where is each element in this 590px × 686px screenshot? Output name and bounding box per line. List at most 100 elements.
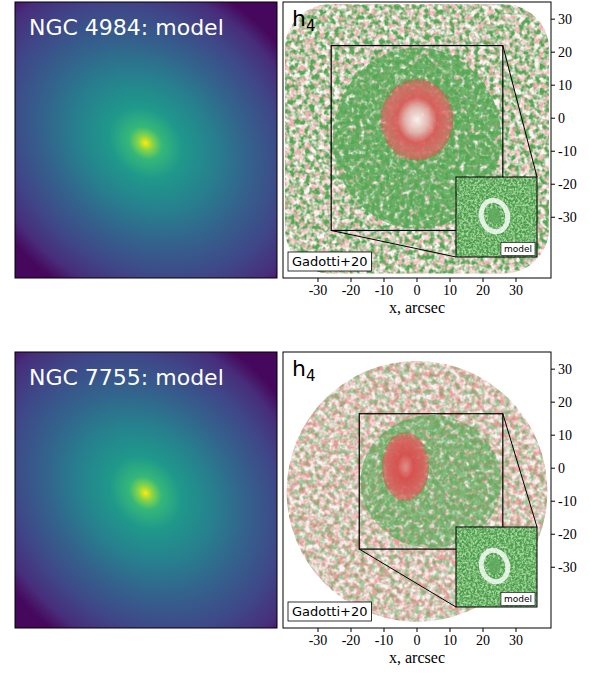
x-tick-label: -10: [375, 283, 394, 298]
x-tick: [450, 628, 451, 632]
y-tick-label: 0: [558, 461, 565, 476]
y-tick-label: 20: [558, 395, 572, 410]
y-tick: [551, 19, 555, 20]
inset: [456, 177, 537, 257]
y-tick: [551, 52, 555, 53]
x-tick: [317, 628, 318, 632]
y-tick: [551, 217, 555, 218]
x-tick: [483, 628, 484, 632]
model-image: [15, 2, 277, 278]
map-field: [283, 352, 551, 628]
x-tick-label: 0: [414, 633, 421, 648]
zoom-connector: [359, 549, 456, 607]
title-subscript: 4: [306, 367, 316, 385]
y-tick: [551, 118, 555, 119]
inset-label: model: [504, 244, 532, 254]
inset-label-box: [501, 243, 535, 256]
y-tick-label: 20: [558, 45, 572, 60]
y-tick: [551, 534, 555, 535]
x-tick-label: 10: [443, 633, 457, 648]
panel-title: NGC 7755: model: [29, 365, 224, 390]
x-tick-label: 0: [414, 283, 421, 298]
figure: NGC 4984: modelmodelh4Gadotti+20-30-20-1…: [0, 0, 590, 686]
x-tick: [350, 278, 351, 282]
y-tick-label: -30: [558, 560, 577, 575]
map-noise-green: [283, 352, 551, 628]
inset: [456, 527, 537, 607]
x-tick: [516, 628, 517, 632]
y-tick-label: 30: [558, 362, 572, 377]
core: [382, 432, 429, 501]
inset-label: model: [504, 594, 532, 604]
y-tick-label: 0: [558, 111, 565, 126]
map-noise-green: [285, 4, 549, 273]
y-tick: [551, 435, 555, 436]
x-tick-label: 20: [476, 633, 490, 648]
inset-noise: [456, 177, 537, 257]
panel-title: NGC 4984: model: [29, 15, 224, 40]
x-tick: [317, 278, 318, 282]
inset-noise: [456, 527, 537, 607]
inset-ring: [478, 197, 511, 235]
x-tick: [350, 628, 351, 632]
y-tick-label: -20: [558, 527, 577, 542]
panel-frame: [15, 2, 277, 278]
y-tick-label: -10: [558, 144, 577, 159]
y-tick: [551, 501, 555, 502]
x-tick: [417, 278, 418, 282]
y-tick: [551, 151, 555, 152]
inset-frame: [456, 527, 537, 607]
x-tick: [450, 278, 451, 282]
zoom-connector: [503, 46, 537, 177]
y-tick: [551, 567, 555, 568]
source-label: Gadotti+20: [292, 254, 368, 269]
plot-area: [283, 2, 551, 278]
y-tick-label: 10: [558, 78, 572, 93]
y-tick: [551, 184, 555, 185]
map-noise-red: [285, 4, 549, 273]
source-box: [288, 252, 372, 271]
model-image: [15, 352, 277, 628]
y-tick: [551, 468, 555, 469]
inset-label-box: [501, 593, 535, 606]
x-tick-label: 30: [509, 283, 523, 298]
x-tick-label: -20: [342, 633, 361, 648]
plot-area: [283, 352, 551, 628]
x-axis-title: x, arcsec: [389, 649, 445, 666]
x-tick-label: 10: [443, 283, 457, 298]
title-main: h: [292, 356, 306, 381]
title-main: h: [292, 6, 306, 31]
title-subscript: 4: [306, 17, 316, 35]
y-tick-label: 30: [558, 12, 572, 27]
y-tick-label: 10: [558, 428, 572, 443]
x-tick-label: -10: [375, 633, 394, 648]
x-tick-label: -30: [309, 283, 328, 298]
source-box: [288, 602, 372, 621]
x-tick: [383, 628, 384, 632]
panel-title: h4: [292, 6, 316, 35]
map-base: [285, 4, 549, 273]
x-tick: [516, 278, 517, 282]
plot-background: [283, 2, 551, 278]
map-base: [283, 352, 551, 628]
x-tick-label: -20: [342, 283, 361, 298]
panel-frame: [283, 2, 551, 278]
panel-title: h4: [292, 356, 316, 385]
x-tick-label: -30: [309, 633, 328, 648]
map-field: [285, 4, 549, 273]
inset-frame: [456, 177, 537, 257]
panel-frame: [283, 352, 551, 628]
y-tick: [551, 402, 555, 403]
plot-background: [283, 352, 551, 628]
x-axis-title: x, arcsec: [389, 299, 445, 316]
core-noise: [381, 79, 454, 161]
x-tick-label: 20: [476, 283, 490, 298]
y-tick-label: -20: [558, 177, 577, 192]
panel-frame: [15, 352, 277, 628]
inset-core: [489, 558, 501, 574]
core: [381, 79, 454, 161]
map-noise-red: [283, 352, 551, 628]
y-tick: [551, 85, 555, 86]
y-tick-label: -30: [558, 210, 577, 225]
inset-background: [456, 177, 537, 257]
